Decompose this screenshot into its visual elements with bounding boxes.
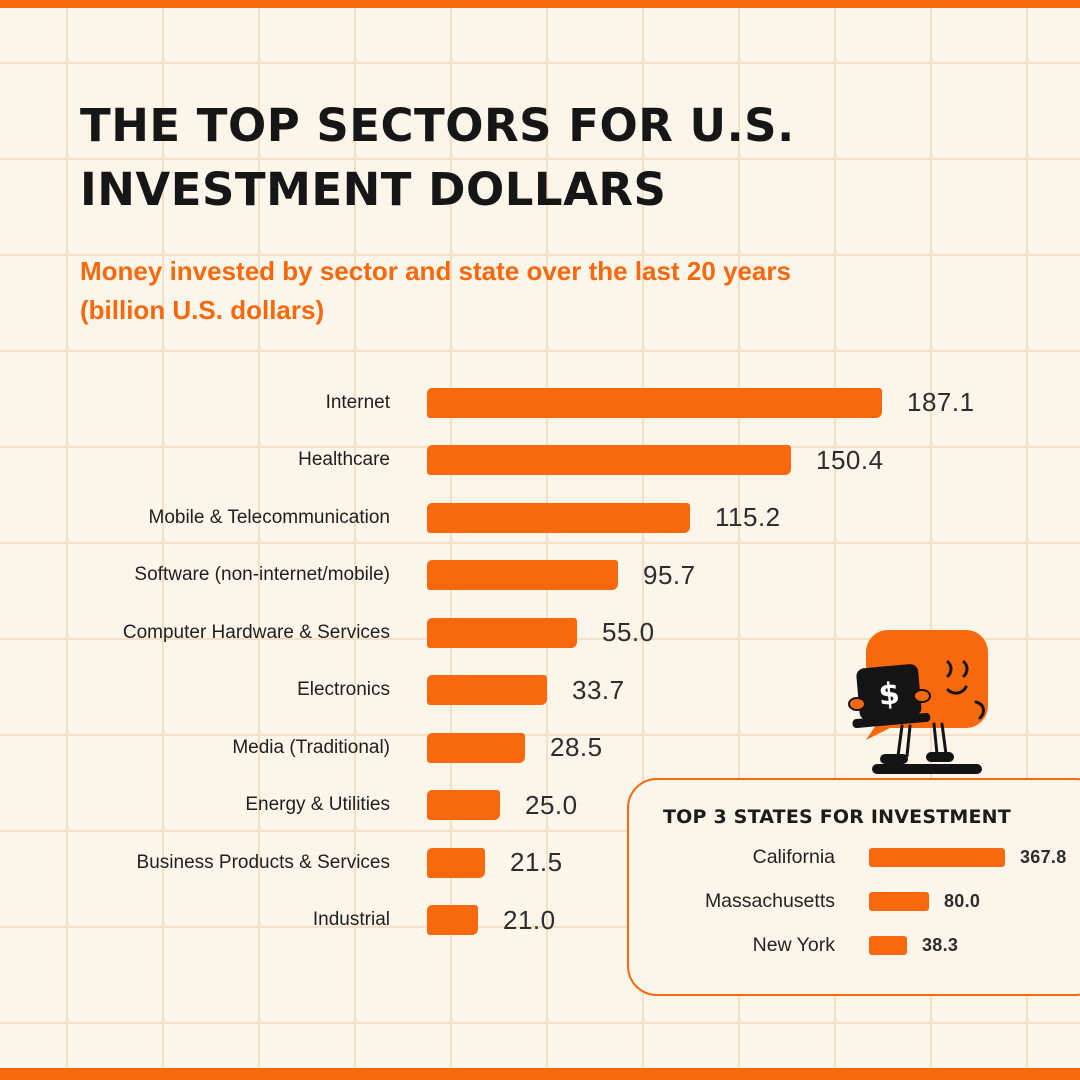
page-subtitle: Money invested by sector and state over … (80, 252, 791, 330)
mascot-foot-left (880, 754, 908, 764)
bar (427, 560, 618, 591)
ground-bar (872, 764, 982, 774)
state-value: 80.0 (944, 890, 981, 911)
bar-row: Software (non-internet/mobile) 95.7 (0, 547, 1080, 605)
state-bar-row: New York 38.3 (663, 930, 1080, 960)
bar-category-label: Energy & Utilities (245, 794, 390, 816)
bar-value: 150.4 (816, 444, 884, 475)
bar-row: Internet 187.1 (0, 374, 1080, 432)
mascot-hand-right (913, 689, 931, 703)
laptop-icon: $ (852, 664, 931, 729)
state-bar (869, 891, 929, 911)
mascot-legs (896, 722, 948, 758)
bar-value: 21.5 (510, 847, 563, 878)
bar-row: Energy & Utilities 25.0 (0, 777, 1080, 835)
state-value: 38.3 (922, 934, 959, 955)
bar-row: Media (Traditional) 28.5 (0, 719, 1080, 777)
mascot-face (946, 660, 985, 720)
bar-row: Computer Hardware & Services 55.0 (0, 604, 1080, 662)
bar (427, 847, 485, 878)
page-title: THE TOP SECTORS FOR U.S. INVESTMENT DOLL… (80, 94, 795, 222)
mascot-with-laptop-illustration: $ (848, 630, 988, 774)
bar-category-label: Software (non-internet/mobile) (134, 564, 390, 586)
state-label: New York (752, 933, 835, 956)
bar-category-label: Internet (325, 391, 390, 413)
page-title-line1: THE TOP SECTORS FOR U.S. (80, 99, 795, 152)
bar-value: 55.0 (602, 617, 655, 648)
sector-bar-chart: Internet 187.1 Healthcare 150.4 Mobile &… (0, 374, 1080, 949)
bar-category-label: Media (Traditional) (232, 736, 390, 758)
bar-category-label: Industrial (312, 909, 390, 931)
bar (427, 445, 791, 476)
page-title-line2: INVESTMENT DOLLARS (80, 162, 667, 216)
state-value: 367.8 (1020, 846, 1067, 867)
state-label: Massachusetts (704, 889, 835, 912)
bar-value: 187.1 (907, 387, 975, 418)
bar-category-label: Healthcare (298, 449, 390, 471)
bar (427, 617, 577, 648)
bar-row: Industrial 21.0 (0, 892, 1080, 950)
state-bar (869, 847, 1005, 867)
top-border-strip (0, 0, 1080, 8)
bar-value: 33.7 (572, 674, 625, 705)
bar-value: 25.0 (525, 789, 578, 820)
state-bar (869, 935, 907, 955)
page-subtitle-line1: Money invested by sector and state over … (80, 256, 791, 286)
bar-row: Mobile & Telecommunication 115.2 (0, 489, 1080, 547)
bar-value: 115.2 (715, 502, 781, 533)
bar-row: Electronics 33.7 (0, 662, 1080, 720)
bar (427, 790, 500, 821)
bar-row: Business Products & Services 21.5 (0, 834, 1080, 892)
bar-row: Healthcare 150.4 (0, 432, 1080, 490)
bar (427, 387, 882, 418)
bar-category-label: Business Products & Services (136, 851, 390, 873)
bar-value: 28.5 (550, 732, 603, 763)
page-subtitle-line2: (billion U.S. dollars) (80, 295, 325, 325)
bar-category-label: Mobile & Telecommunication (148, 506, 391, 528)
bar (427, 502, 690, 533)
dollar-sign: $ (877, 676, 901, 713)
mascot-hand-left (848, 697, 866, 711)
bottom-border-strip (0, 1068, 1080, 1080)
mascot-foot-right (926, 752, 954, 762)
bar-value: 95.7 (643, 559, 696, 590)
states-panel: TOP 3 STATES FOR INVESTMENT California 3… (627, 778, 1080, 996)
state-label: California (752, 845, 835, 868)
bar-value: 21.0 (503, 904, 556, 935)
bar (427, 905, 478, 936)
bar (427, 732, 525, 763)
state-bar-row: Massachusetts 80.0 (663, 886, 1080, 916)
states-panel-heading: TOP 3 STATES FOR INVESTMENT (663, 806, 1011, 828)
bar (427, 675, 547, 706)
bar-category-label: Computer Hardware & Services (122, 621, 390, 643)
state-bar-row: California 367.8 (663, 842, 1080, 872)
bar-category-label: Electronics (297, 679, 390, 701)
